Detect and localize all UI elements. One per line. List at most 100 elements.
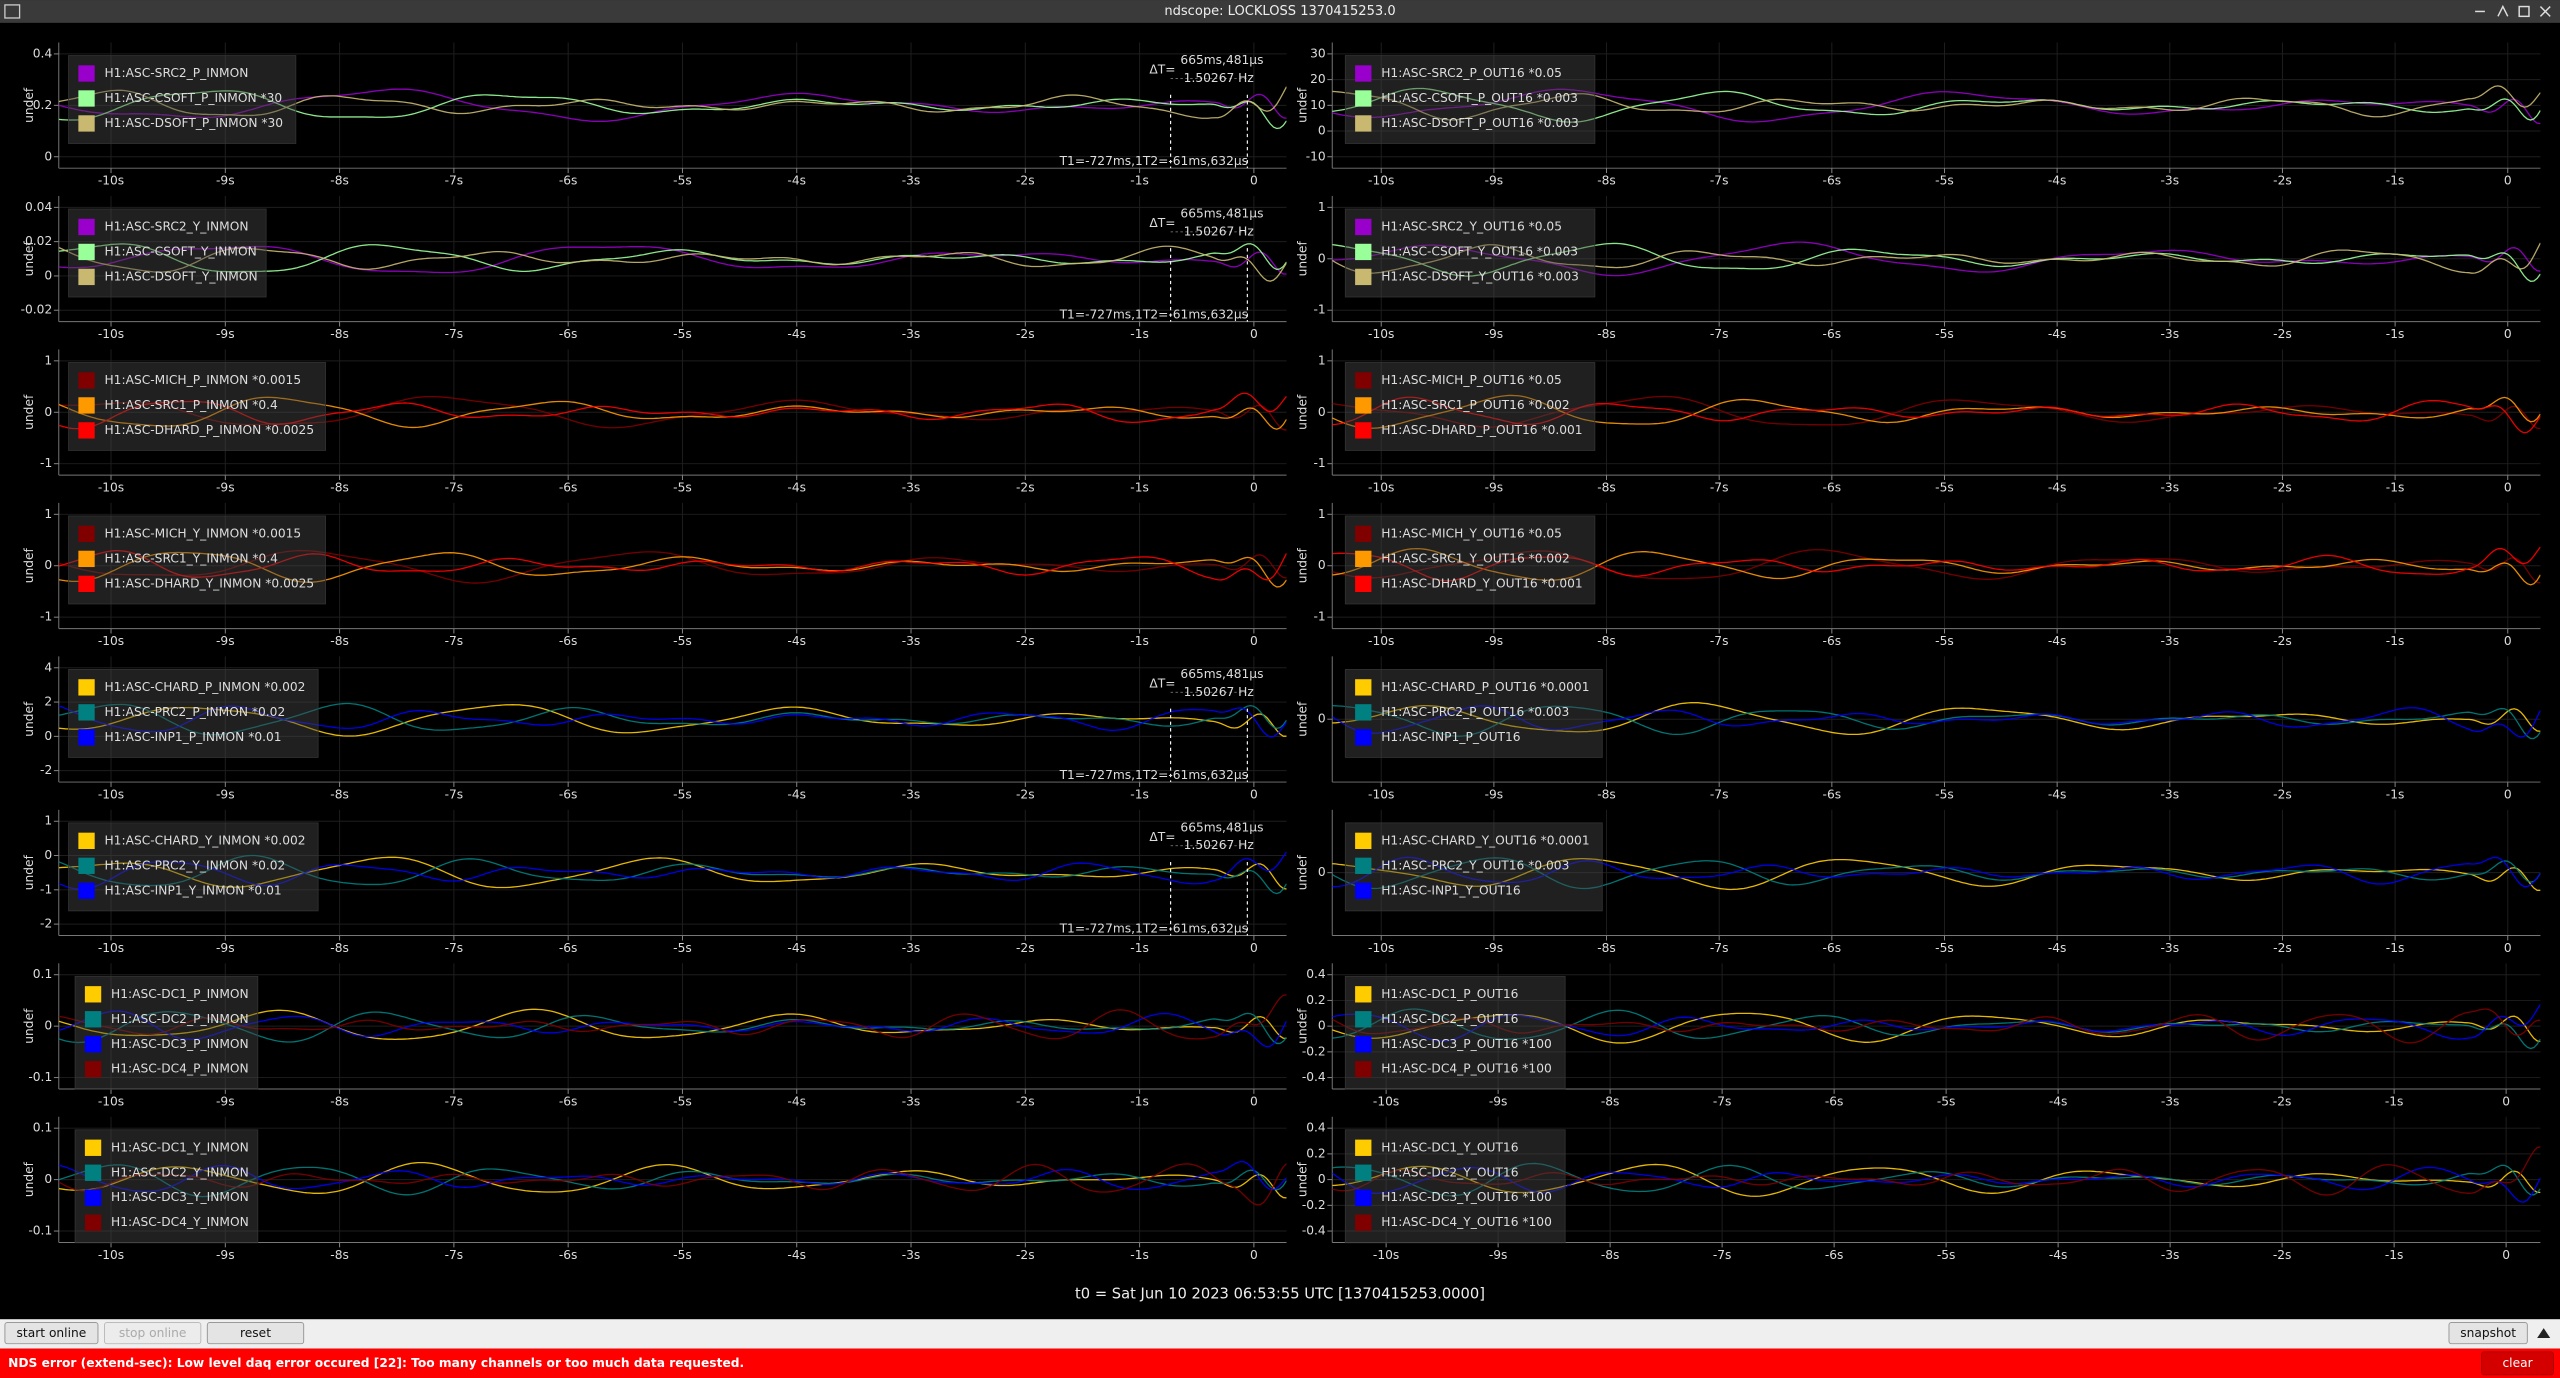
trace [1332, 1008, 2541, 1044]
trace [58, 702, 1287, 736]
plot[interactable]: -10s -9s -8s -7s -6s -5s -4s -3s -2s -1s 0 1 0 -1 -2 un… [22, 809, 1287, 955]
x-tick-label: -2s [1016, 481, 1035, 495]
x-tick-label: -5s [1935, 788, 1954, 802]
x-tick-label: -10s [98, 174, 124, 188]
plot[interactable]: -10s -9s -8s -7s -6s -5s -4s -3s -2s -1s 0 1 0 -1 unde… [22, 349, 1287, 495]
legend[interactable]: H1:ASC-SRC2_Y_OUT16 *0.05 H1:ASC-CSOFT_Y_… [1344, 208, 1596, 298]
legend[interactable]: H1:ASC-DC1_Y_OUT16 H1:ASC-DC2_Y_OUT16 H1:A… [1344, 1129, 1566, 1244]
legend-swatch [1355, 575, 1372, 593]
start-online-button[interactable]: start online [4, 1321, 99, 1345]
y-axis-label: undef [1295, 1008, 1309, 1044]
cursor-delta-symbol: ΔT= [1149, 216, 1175, 230]
x-tick-label: -6s [559, 174, 578, 188]
legend[interactable]: H1:ASC-MICH_P_OUT16 *0.05 H1:ASC-SRC1_P_O… [1344, 362, 1596, 451]
x-tick-label: -5s [1935, 481, 1954, 495]
legend-label: H1:ASC-DC2_Y_INMON [111, 1165, 249, 1179]
trace [1332, 242, 2541, 274]
plot[interactable]: -10s -9s -8s -7s -6s -5s -4s -3s -2s -1s 0 0 undef H1… [1295, 656, 2541, 802]
legend-label: H1:ASC-CHARD_Y_OUT16 *0.0001 [1381, 833, 1589, 847]
x-tick-label: -2s [1016, 941, 1035, 955]
legend-label: H1:ASC-DHARD_Y_OUT16 *0.001 [1381, 576, 1582, 590]
x-tick-label: -6s [559, 941, 578, 955]
x-tick-label: -8s [1597, 788, 1616, 802]
x-tick-label: -4s [2048, 327, 2067, 341]
legend[interactable]: H1:ASC-DC1_P_OUT16 H1:ASC-DC2_P_OUT16 H1:A… [1344, 975, 1566, 1090]
legend[interactable]: H1:ASC-SRC2_P_OUT16 *0.05 H1:ASC-CSOFT_P_… [1344, 55, 1596, 144]
window-controls[interactable] [2475, 4, 2551, 18]
cursor-delta: 665ms,481μs [1180, 667, 1263, 681]
plot[interactable]: -10s -9s -8s -7s -6s -5s -4s -3s -2s -1s 0 0 undef H1… [1295, 809, 2541, 955]
y-tick-label: 2 [44, 695, 52, 709]
trace [58, 396, 1287, 430]
legend[interactable]: H1:ASC-SRC2_Y_INMON H1:ASC-CSOFT_Y_INMON H… [68, 208, 267, 298]
trace [1332, 88, 2541, 125]
button-label: snapshot [2460, 1326, 2516, 1340]
cursor-delta-symbol: ΔT= [1149, 677, 1175, 691]
menu-arrow[interactable] [2537, 1328, 2551, 1338]
legend[interactable]: H1:ASC-MICH_Y_OUT16 *0.05 H1:ASC-SRC1_Y_O… [1344, 515, 1596, 605]
plot[interactable]: -10s -9s -8s -7s -6s -5s -4s -3s -2s -1s 0 1 0 -1 unde… [1295, 349, 2541, 495]
y-tick-label: -0.2 [1302, 1044, 1326, 1058]
legend-label: H1:ASC-SRC1_P_OUT16 *0.002 [1381, 398, 1569, 412]
x-tick-label: -2s [2273, 1248, 2292, 1262]
x-tick-label: -3s [2161, 1248, 2180, 1262]
plot[interactable]: -10s -9s -8s -7s -6s -5s -4s -3s -2s -1s 0 0.4 0.2 0 -… [1295, 963, 2541, 1109]
snapshot-button[interactable]: snapshot [2448, 1321, 2528, 1345]
y-tick-label: 0.2 [33, 98, 52, 112]
legend-swatch [1355, 115, 1372, 132]
y-tick-label: 20 [1310, 72, 1326, 86]
legend-swatch [78, 525, 95, 543]
x-tick-label: -6s [559, 634, 578, 648]
legend[interactable]: H1:ASC-DC1_Y_INMON H1:ASC-DC2_Y_INMON H1:A… [74, 1129, 259, 1244]
legend-label: H1:ASC-INP1_Y_OUT16 [1381, 883, 1521, 897]
x-tick-label: -3s [902, 941, 921, 955]
plot[interactable]: -10s -9s -8s -7s -6s -5s -4s -3s -2s -1s 0 1 0 -1 unde… [1295, 195, 2541, 341]
x-tick-label: -1s [2386, 788, 2405, 802]
legend[interactable]: H1:ASC-SRC2_P_INMON H1:ASC-CSOFT_P_INMON … [68, 55, 297, 144]
plot[interactable]: -10s -9s -8s -7s -6s -5s -4s -3s -2s -1s 0 0.1 0 -0.1… [22, 963, 1287, 1109]
legend[interactable]: H1:ASC-CHARD_P_INMON *0.002 H1:ASC-PRC2_P… [68, 669, 319, 758]
clear-button[interactable]: clear [2481, 1351, 2554, 1376]
x-tick-label: -4s [787, 327, 806, 341]
plot[interactable]: -10s -9s -8s -7s -6s -5s -4s -3s -2s -1s 0 4 2 0 -2 und… [22, 656, 1287, 802]
x-tick-label: -8s [1601, 1248, 1620, 1262]
legend[interactable]: H1:ASC-CHARD_Y_OUT16 *0.0001 H1:ASC-PRC2_… [1344, 822, 1603, 912]
plot[interactable]: -10s -9s -8s -7s -6s -5s -4s -3s -2s -1s 0 0.04 0.02… [21, 195, 1287, 341]
trace [1332, 705, 2541, 740]
plot[interactable]: -10s -9s -8s -7s -6s -5s -4s -3s -2s -1s 0 0.1 0 -0.1… [22, 1116, 1287, 1262]
x-tick-label: -1s [2385, 1095, 2404, 1109]
x-tick-label: -3s [902, 327, 921, 341]
legend-label: H1:ASC-CSOFT_P_OUT16 *0.003 [1381, 91, 1578, 105]
plot[interactable]: -10s -9s -8s -7s -6s -5s -4s -3s -2s -1s 0 0.4 0.2 0 -… [1295, 1116, 2541, 1262]
x-tick-label: -9s [1489, 1248, 1508, 1262]
plot[interactable]: -10s -9s -8s -7s -6s -5s -4s -3s -2s -1s 0 1 0 -1 unde… [22, 502, 1287, 648]
trace [58, 551, 1287, 588]
x-tick-label: -3s [902, 481, 921, 495]
plot[interactable]: -10s -9s -8s -7s -6s -5s -4s -3s -2s -1s 0 1 0 -1 unde… [1295, 502, 2541, 648]
legend-box [1344, 1129, 1566, 1244]
y-tick-label: 0 [44, 729, 52, 743]
legend-label: H1:ASC-CHARD_P_INMON *0.002 [104, 680, 305, 694]
x-tick-label: -8s [330, 941, 349, 955]
reset-button[interactable]: reset [206, 1321, 305, 1345]
y-tick-label: 1 [44, 507, 52, 521]
y-tick-label: 4 [44, 660, 52, 674]
legend[interactable]: H1:ASC-CHARD_P_OUT16 *0.0001 H1:ASC-PRC2_… [1344, 669, 1603, 758]
x-tick-label: -6s [1823, 481, 1842, 495]
x-tick-label: -1s [2386, 327, 2405, 341]
x-tick-label: -8s [330, 634, 349, 648]
plot[interactable]: -10s -9s -8s -7s -6s -5s -4s -3s -2s -1s 0 0.4 0.2 0 u… [22, 42, 1287, 188]
x-tick-label: -3s [902, 788, 921, 802]
y-tick-label: 0 [44, 848, 52, 862]
legend[interactable]: H1:ASC-MICH_Y_INMON *0.0015 H1:ASC-SRC1_Y… [68, 515, 326, 605]
legend[interactable]: H1:ASC-CHARD_Y_INMON *0.002 H1:ASC-PRC2_Y… [68, 822, 319, 912]
legend-swatch [78, 729, 95, 746]
x-tick-label: -2s [1016, 1095, 1035, 1109]
legend-swatch [1355, 422, 1372, 439]
x-tick-label: -3s [902, 634, 921, 648]
x-tick-label: -10s [1368, 481, 1394, 495]
legend[interactable]: H1:ASC-MICH_P_INMON *0.0015 H1:ASC-SRC1_P… [68, 362, 326, 451]
y-tick-label: 10 [1310, 98, 1326, 112]
legend[interactable]: H1:ASC-DC1_P_INMON H1:ASC-DC2_P_INMON H1:A… [74, 975, 259, 1090]
plot[interactable]: -10s -9s -8s -7s -6s -5s -4s -3s -2s -1s 0 30 20 10 0 -… [1295, 42, 2541, 188]
